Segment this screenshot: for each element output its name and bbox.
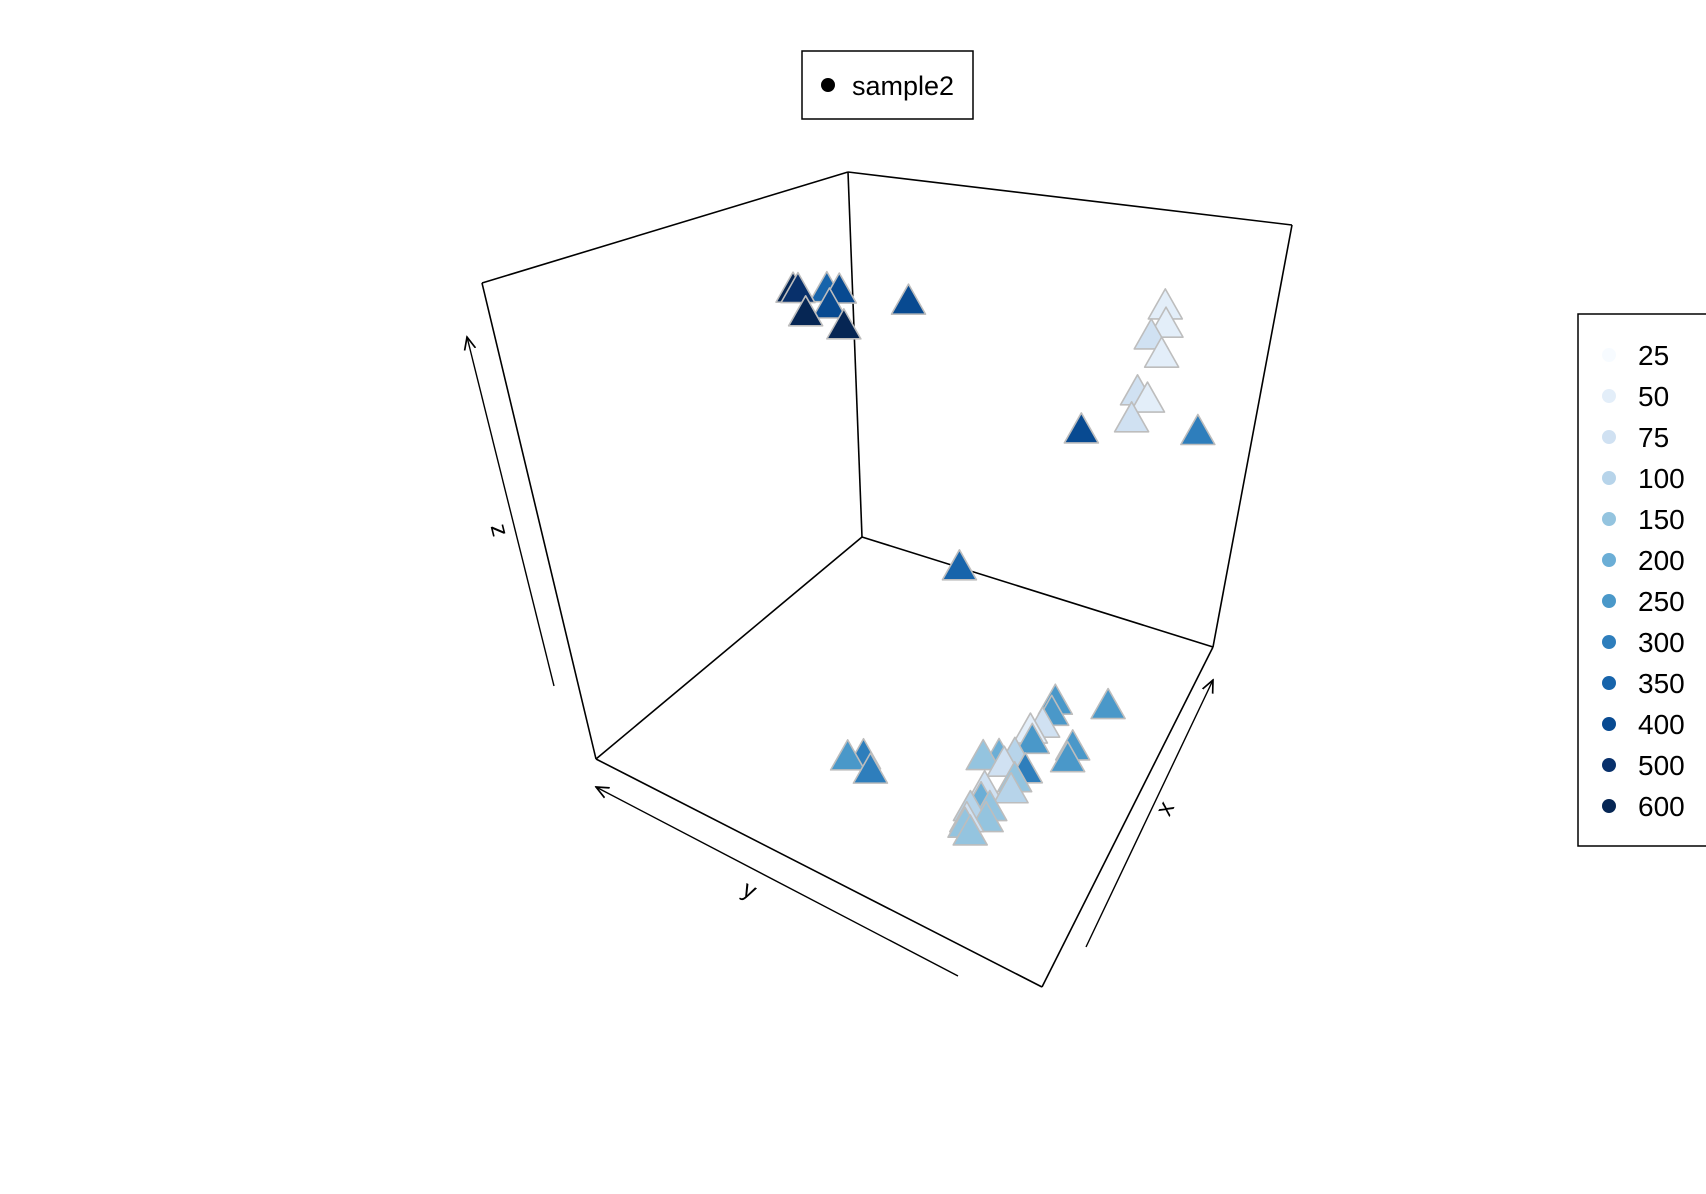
color-legend-label: 500 bbox=[1638, 750, 1685, 781]
box-edge bbox=[1212, 224, 1293, 648]
color-legend-label: 600 bbox=[1638, 791, 1685, 822]
data-point bbox=[826, 308, 862, 340]
group-legend-label: sample2 bbox=[852, 71, 954, 101]
data-point bbox=[1090, 687, 1126, 720]
z-axis-title: z bbox=[485, 521, 514, 539]
color-legend-swatch bbox=[1602, 717, 1616, 731]
data-point bbox=[1113, 400, 1150, 433]
color-legend-swatch bbox=[1602, 471, 1616, 485]
box-edge bbox=[481, 282, 597, 760]
color-legend-swatch bbox=[1602, 594, 1616, 608]
data-point bbox=[890, 283, 927, 315]
data-point bbox=[1014, 722, 1051, 755]
color-legend-label: 50 bbox=[1638, 381, 1669, 412]
box-edge bbox=[595, 758, 1043, 988]
color-legend-label: 25 bbox=[1638, 340, 1669, 371]
box-edge bbox=[847, 171, 1293, 226]
z-axis-arrow bbox=[467, 337, 555, 687]
color-legend-swatch bbox=[1602, 676, 1616, 690]
color-legend-swatch bbox=[1602, 758, 1616, 772]
data-point bbox=[952, 814, 989, 846]
color-legend-label: 250 bbox=[1638, 586, 1685, 617]
color-legend-items: 25 50 75 100 150 200 250 300 350 400 500 600 bbox=[1602, 340, 1685, 822]
data-point bbox=[780, 271, 816, 304]
group-legend: sample2 bbox=[801, 50, 974, 120]
data-point bbox=[787, 294, 824, 327]
box-edge bbox=[595, 536, 863, 760]
data-point bbox=[1063, 412, 1100, 444]
color-legend-label: 400 bbox=[1638, 709, 1685, 740]
color-legend-label: 100 bbox=[1638, 463, 1685, 494]
group-legend-symbol bbox=[821, 78, 835, 92]
color-legend-swatch bbox=[1602, 348, 1616, 362]
color-legend-label: 150 bbox=[1638, 504, 1685, 535]
box-edge bbox=[481, 171, 849, 284]
box-frame bbox=[481, 171, 1293, 988]
data-point bbox=[941, 549, 978, 581]
data-point bbox=[852, 752, 889, 784]
color-legend-box bbox=[1577, 313, 1706, 847]
color-legend-swatch bbox=[1602, 635, 1616, 649]
data-point bbox=[811, 287, 848, 319]
data-point bbox=[993, 771, 1029, 804]
x-axis-arrow bbox=[1085, 680, 1213, 948]
box-edge bbox=[847, 171, 863, 538]
data-point bbox=[829, 739, 866, 771]
y-axis-arrow bbox=[596, 787, 959, 977]
color-legend-swatch bbox=[1602, 799, 1616, 813]
axis-arrows bbox=[467, 337, 1213, 977]
color-legend-label: 75 bbox=[1638, 422, 1669, 453]
points-layer bbox=[775, 270, 1216, 846]
color-legend-label: 200 bbox=[1638, 545, 1685, 576]
color-legend-label: 350 bbox=[1638, 668, 1685, 699]
box-edge bbox=[1041, 646, 1214, 988]
box-edge bbox=[861, 536, 1214, 648]
y-axis-title: y bbox=[738, 876, 761, 906]
color-legend-swatch bbox=[1602, 389, 1616, 403]
color-legend-swatch bbox=[1602, 430, 1616, 444]
data-point bbox=[1049, 740, 1086, 773]
data-point bbox=[1143, 336, 1180, 368]
color-legend-swatch bbox=[1602, 553, 1616, 567]
color-legend-label: 300 bbox=[1638, 627, 1685, 658]
x-axis-title: x bbox=[1151, 797, 1181, 820]
data-point bbox=[965, 738, 1002, 771]
color-legend: 25 50 75 100 150 200 250 300 350 400 500 600 bbox=[1577, 313, 1706, 847]
color-legend-swatch bbox=[1602, 512, 1616, 526]
data-point bbox=[1180, 413, 1216, 446]
data-point bbox=[1129, 381, 1166, 413]
